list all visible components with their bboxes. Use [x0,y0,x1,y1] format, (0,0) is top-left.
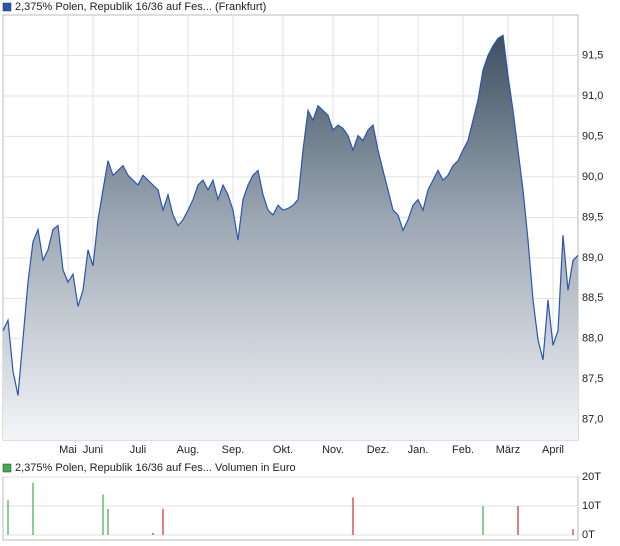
y-tick-label: 90,5 [582,130,603,142]
volume-bar [152,532,154,535]
y-tick-label: 87,0 [582,414,603,426]
x-tick-label: April [542,444,564,456]
x-tick-label: Mai [59,444,77,456]
legend-label: 2,375% Polen, Republik 16/36 auf Fes... … [15,1,266,13]
volume-bar [107,508,109,535]
x-tick-label: Aug. [177,444,200,456]
y-tick-label: 91,5 [582,49,603,61]
x-tick-label: Juni [83,444,103,456]
x-tick-label: Sep. [222,444,245,456]
y-tick-label: 20T [582,471,601,483]
volume-bar [352,497,354,535]
volume-bar [517,506,519,535]
legend-swatch [2,2,12,12]
volume-bar [7,500,9,535]
price-line [2,34,579,396]
volume-bar [162,508,164,535]
x-tick-label: Juli [130,444,147,456]
y-tick-label: 88,0 [582,333,603,345]
x-tick-label: Okt. [273,444,293,456]
volume-bar [102,494,104,535]
x-tick-label: März [496,444,520,456]
volume-bar [572,529,574,535]
y-tick-label: 89,0 [582,252,603,264]
legend-label: 2,375% Polen, Republik 16/36 auf Fes... … [15,462,296,474]
volume-bar [32,482,34,535]
y-tick-label: 91,0 [582,90,603,102]
y-tick-label: 90,0 [582,171,603,183]
x-tick-label: Nov. [322,444,344,456]
legend-swatch [2,463,12,473]
y-tick-label: 88,5 [582,292,603,304]
y-tick-label: 87,5 [582,373,603,385]
x-tick-label: Dez. [367,444,390,456]
x-tick-label: Jan. [408,444,429,456]
area-fill [3,35,578,440]
plot-frame [2,476,579,541]
y-tick-label: 89,5 [582,211,603,223]
x-tick-label: Feb. [452,444,474,456]
volume-bar [482,506,484,535]
y-tick-label: 10T [582,500,601,512]
y-tick-label: 0T [582,529,595,541]
